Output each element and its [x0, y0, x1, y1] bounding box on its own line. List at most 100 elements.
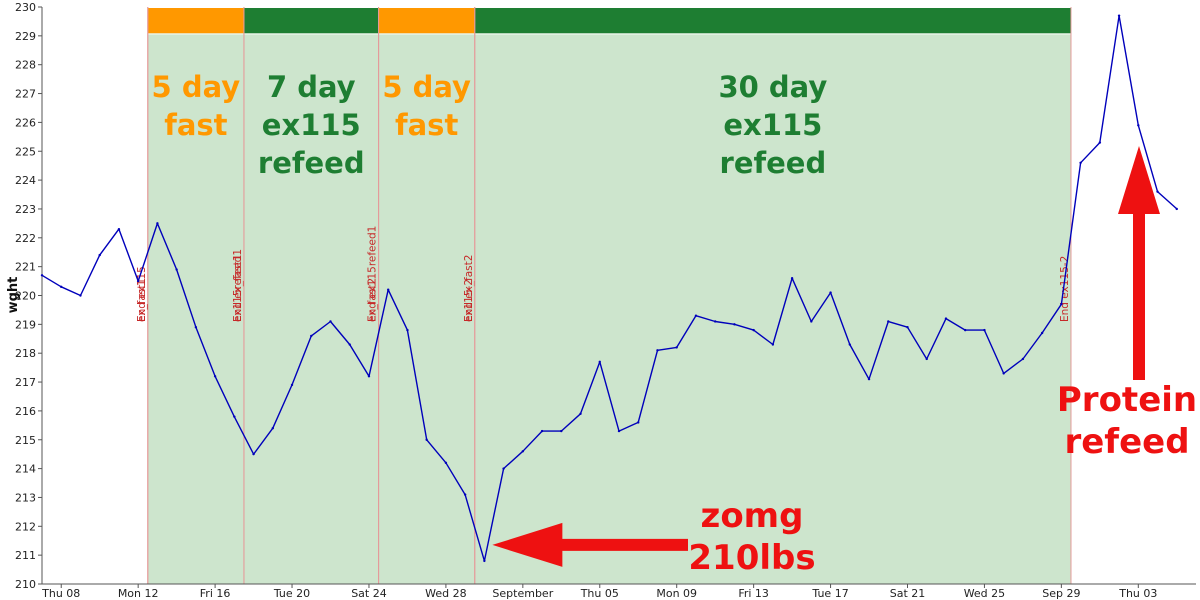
y-tick-label: 211 [15, 549, 36, 562]
data-point [1040, 331, 1044, 335]
zomg-annotation: zomg [701, 496, 804, 536]
protein-arrow [1118, 146, 1160, 380]
y-tick-label: 226 [15, 116, 36, 129]
period-label: 7 day [267, 70, 356, 104]
data-point [1117, 14, 1121, 17]
data-point [925, 357, 928, 361]
y-tick-label: 229 [15, 30, 36, 43]
data-point [752, 328, 755, 332]
data-point [387, 288, 390, 291]
data-point [694, 314, 698, 317]
data-point [348, 343, 351, 346]
data-point [329, 320, 332, 323]
data-point [367, 375, 371, 378]
data-point [444, 461, 448, 465]
data-point [1175, 207, 1178, 211]
data-point [810, 320, 813, 323]
protein-annotation: refeed [1064, 422, 1189, 462]
data-point [540, 429, 544, 433]
data-point [40, 274, 44, 277]
data-point [425, 438, 428, 441]
y-tick-label: 214 [15, 463, 36, 476]
data-point [60, 285, 63, 289]
event-label: End ex_fast2 [463, 255, 475, 322]
x-tick-label: Thu 08 [41, 587, 80, 600]
data-point [848, 343, 851, 346]
period-label: fast [395, 108, 458, 142]
data-point [790, 276, 794, 280]
data-point [194, 326, 198, 329]
zomg-arrow [492, 522, 688, 567]
y-tick-label: 220 [15, 290, 36, 303]
period-bar [474, 8, 1071, 34]
data-point [156, 222, 159, 225]
data-point [79, 294, 82, 297]
data-point [175, 268, 178, 271]
data-point [637, 421, 640, 424]
data-point [406, 328, 409, 332]
x-tick-label: Sat 24 [351, 587, 387, 600]
period-bar [147, 8, 244, 34]
data-point [310, 334, 313, 338]
y-tick-label: 212 [15, 520, 36, 533]
data-point [1002, 372, 1005, 375]
period-label: refeed [720, 146, 827, 180]
data-point [906, 326, 909, 329]
data-point [1079, 161, 1082, 164]
y-tick-label: 213 [15, 491, 36, 504]
data-point [136, 279, 140, 283]
data-point [502, 467, 505, 470]
data-point [1137, 124, 1140, 127]
period-shade [147, 34, 244, 584]
data-point [521, 450, 525, 453]
period-label: 30 day [718, 70, 827, 104]
event-label: End ex115refeed1 [367, 226, 379, 322]
data-point [560, 429, 563, 433]
period-shade [378, 34, 475, 584]
data-point [771, 343, 775, 346]
data-point [1098, 141, 1102, 144]
x-tick-label: Thu 05 [580, 587, 619, 600]
period-bar [378, 8, 475, 34]
x-tick-label: Wed 28 [425, 587, 466, 600]
event-label: ex115-2 [463, 279, 475, 322]
x-tick-label: Sep 29 [1042, 587, 1080, 600]
y-tick-label: 221 [15, 261, 36, 274]
event-label: ex_fast2 [367, 278, 379, 322]
data-point [887, 320, 890, 323]
x-tick-label: Fri 13 [738, 587, 769, 600]
data-point [252, 452, 255, 456]
period-label: 5 day [152, 70, 241, 104]
period-label: refeed [258, 146, 365, 180]
x-tick-label: Tue 17 [811, 587, 848, 600]
data-point [98, 253, 101, 257]
data-point [290, 383, 294, 387]
x-tick-label: Mon 12 [118, 587, 159, 600]
y-tick-label: 224 [15, 174, 36, 187]
protein-annotation: Protein [1057, 380, 1197, 420]
event-label: End ex115-2 [1059, 256, 1071, 322]
y-tick-label: 216 [15, 405, 36, 418]
data-point [117, 227, 121, 231]
x-tick-label: September [492, 587, 553, 600]
data-point [1156, 190, 1159, 193]
data-point [944, 317, 948, 320]
data-point [598, 360, 601, 364]
period-shade [474, 34, 1071, 584]
y-tick-label: 225 [15, 145, 36, 158]
data-point [483, 559, 486, 563]
zomg-annotation: 210lbs [688, 538, 815, 578]
data-point [733, 323, 736, 326]
x-tick-label: Tue 20 [273, 587, 310, 600]
y-tick-label: 223 [15, 203, 36, 216]
x-tick-label: Fri 16 [200, 587, 231, 600]
event-label: ex_fast1 [136, 278, 148, 322]
y-tick-label: 218 [15, 347, 36, 360]
y-tick-label: 227 [15, 88, 36, 101]
data-point [675, 346, 678, 349]
y-tick-label: 217 [15, 376, 36, 389]
x-tick-label: Wed 25 [964, 587, 1005, 600]
data-point [271, 427, 274, 430]
x-tick-label: Thu 03 [1118, 587, 1157, 600]
